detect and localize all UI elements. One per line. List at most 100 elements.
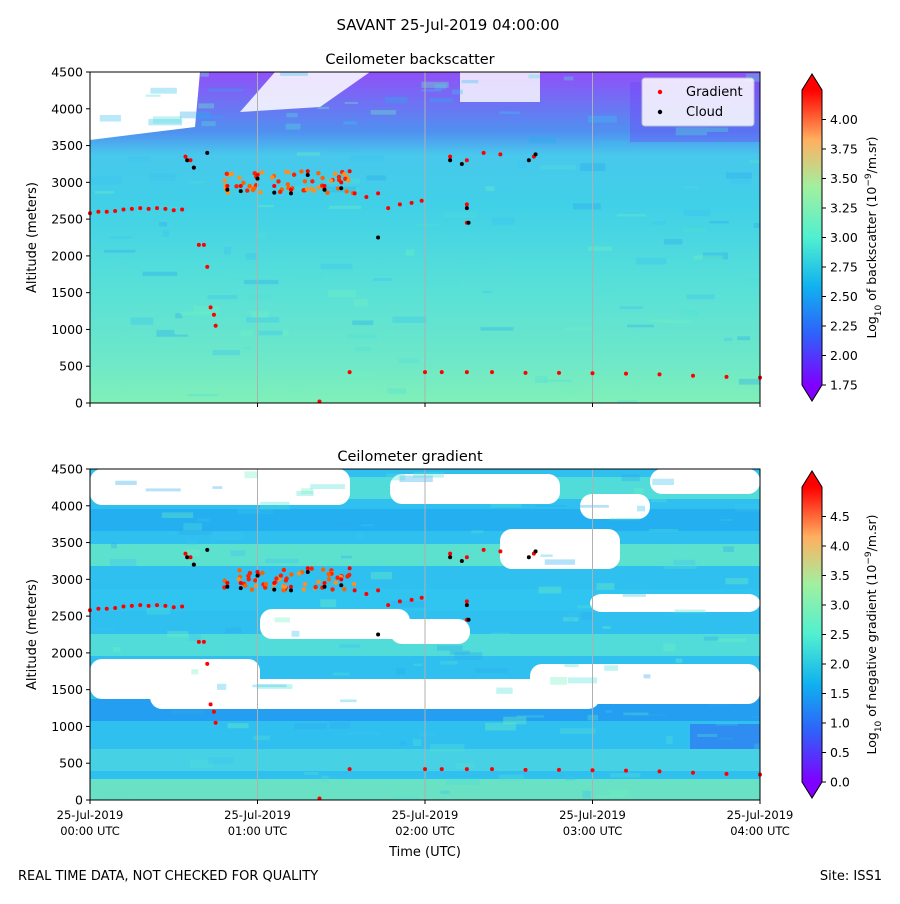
turbulence-mark	[229, 171, 235, 177]
heatmap-cell	[681, 310, 699, 316]
cloud-point	[376, 235, 381, 240]
heatmap-cell	[327, 289, 357, 298]
turbulence-mark	[285, 182, 291, 187]
colorbar-tick-label: 2.00	[830, 348, 858, 363]
heatmap-cell	[170, 709, 203, 715]
heatmap-cell	[391, 600, 427, 608]
gradient-point	[624, 371, 628, 376]
cloud-point	[225, 584, 230, 589]
colorbar-extend-bottom	[802, 782, 822, 798]
y-tick-label: 4000	[51, 498, 83, 513]
heatmap-cell	[321, 775, 329, 783]
heatmap-cell	[237, 508, 274, 515]
x-axis-label: Time (UTC)	[388, 845, 461, 860]
heatmap-cell	[492, 217, 515, 225]
heatmap-cell	[405, 249, 415, 256]
heatmap-cell	[462, 259, 481, 267]
heatmap-cell	[334, 522, 355, 527]
turbulence-mark	[313, 584, 318, 590]
heatmap-cell	[391, 796, 419, 800]
heatmap-cell	[675, 658, 683, 663]
heatmap-cell	[226, 277, 242, 282]
x-tick-label-time: 00:00 UTC	[60, 824, 120, 838]
y-tick-label: 1500	[51, 285, 83, 300]
heatmap-cell	[224, 246, 231, 255]
heatmap-cell	[455, 762, 476, 769]
heatmap-cell	[595, 794, 626, 798]
heatmap-cell	[734, 503, 760, 512]
heatmap-cell	[567, 677, 598, 684]
heatmap-cell	[102, 798, 134, 800]
gradient-point	[146, 206, 151, 211]
turbulence-mark	[344, 189, 349, 194]
heatmap-cell	[485, 186, 495, 191]
heatmap-cell	[609, 789, 630, 796]
heatmap-cell	[749, 159, 760, 164]
gradient-point	[180, 207, 185, 212]
heatmap-cell	[563, 76, 574, 81]
gradient-point	[419, 595, 424, 600]
gradient-point	[129, 206, 134, 211]
heatmap-cell	[673, 559, 696, 566]
gradient-point	[255, 172, 260, 177]
heatmap-cell	[622, 589, 646, 597]
heatmap-cell	[145, 488, 181, 492]
colorbar-tick-label: 3.0	[830, 598, 850, 613]
heatmap-cell	[310, 484, 345, 490]
heatmap-cell	[471, 530, 484, 534]
gradient-point	[423, 767, 427, 772]
heatmap-cell	[675, 127, 708, 136]
missing-data-region	[580, 494, 650, 519]
y-tick-label: 500	[59, 359, 83, 374]
gradient-point	[171, 605, 176, 610]
heatmap-cell	[605, 709, 612, 713]
heatmap-cell	[452, 89, 463, 95]
heatmap-cell	[395, 667, 406, 675]
x-tick-label-time: 04:00 UTC	[730, 824, 790, 838]
heatmap-cell	[550, 676, 567, 685]
heatmap-cell	[475, 668, 508, 673]
gradient-point	[201, 639, 206, 644]
heatmap-cell	[416, 223, 441, 227]
heatmap-cell	[212, 349, 240, 356]
colorbar-tick-label: 2.75	[830, 260, 858, 275]
heatmap-cell	[587, 246, 613, 251]
turbulence-mark	[222, 178, 227, 183]
heatmap-cell	[693, 255, 723, 260]
gradient-point	[339, 577, 344, 582]
heatmap-cell	[449, 650, 470, 655]
gradient-point	[211, 709, 216, 714]
colorbar-tick-label: 1.75	[830, 378, 858, 393]
heatmap-cell	[564, 390, 581, 395]
gradient-point	[289, 584, 293, 589]
heatmap-cell	[193, 306, 220, 314]
heatmap-cell	[142, 271, 178, 277]
heatmap-cell	[104, 249, 136, 253]
heatmap-cell	[260, 501, 290, 510]
gradient-point	[409, 597, 414, 602]
heatmap-cell	[443, 211, 477, 218]
heatmap-cell	[296, 152, 321, 156]
gradient-point	[347, 169, 352, 174]
heatmap-cell	[480, 327, 514, 331]
y-tick-label: 500	[59, 756, 83, 771]
heatmap-cell	[429, 98, 453, 103]
gradient-point	[364, 195, 369, 200]
turbulence-mark	[278, 573, 284, 578]
missing-data-region	[150, 679, 600, 709]
gradient-point	[104, 209, 109, 214]
missing-data-region	[90, 72, 200, 140]
heatmap-cell	[424, 372, 444, 380]
turbulence-mark	[276, 179, 281, 184]
legend-marker	[657, 109, 663, 115]
gradient-point	[171, 208, 176, 213]
gradient-point	[196, 639, 201, 644]
turbulence-mark	[281, 567, 287, 573]
heatmap-cell	[454, 652, 483, 661]
turbulence-mark	[236, 577, 241, 582]
cloud-point	[322, 584, 327, 589]
heatmap-cell	[683, 209, 711, 217]
heatmap-cell	[250, 311, 269, 319]
turbulence-mark	[316, 170, 321, 176]
cloud-point	[526, 555, 531, 560]
